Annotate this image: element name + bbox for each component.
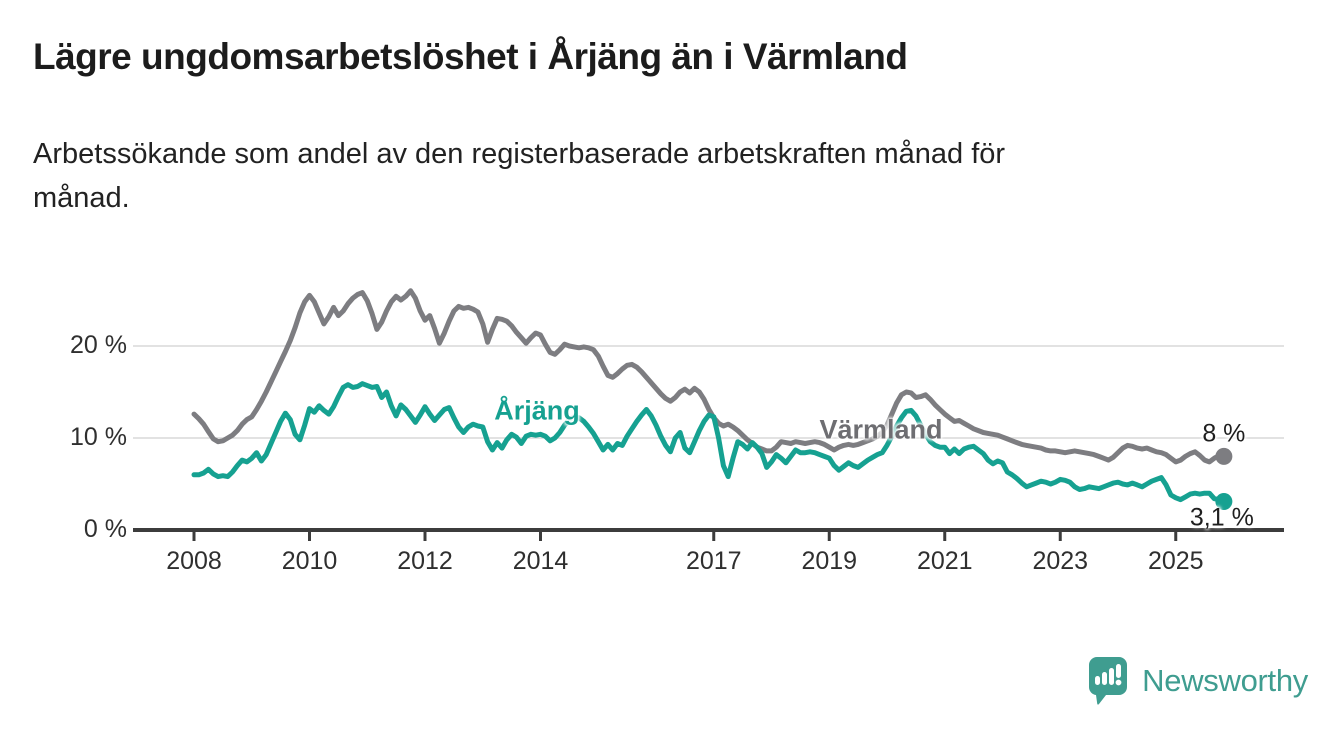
x-axis-label: 2014 <box>512 547 569 575</box>
newsworthy-logo-icon <box>1089 657 1128 705</box>
x-axis-label: 2023 <box>1032 547 1089 575</box>
x-axis-label: 2021 <box>916 547 973 575</box>
series-label-varmland: Värmland <box>819 414 943 445</box>
x-axis-label: 2019 <box>801 547 858 575</box>
series-end-dot <box>1215 447 1233 465</box>
series-label-arjang: Årjäng <box>494 395 580 426</box>
x-axis-label: 2010 <box>281 547 338 575</box>
chart-subtitle-line-1: Arbetssökande som andel av den registerb… <box>33 138 1006 170</box>
y-axis-label: 10 % <box>70 423 127 451</box>
y-axis-label: 20 % <box>70 331 127 359</box>
y-axis-label: 0 % <box>83 515 127 543</box>
end-value-label-arjang: 3,1 % <box>1189 503 1254 532</box>
series-line-arjang <box>191 381 1227 504</box>
chart-title: Lägre ungdomsarbetslöshet i Årjäng än i … <box>33 36 908 77</box>
end-value-label-varmland: 8 % <box>1202 419 1246 448</box>
newsworthy-logo: Newsworthy <box>1088 656 1308 706</box>
logo-bar-1 <box>1095 676 1101 685</box>
x-axis-label: 2025 <box>1147 547 1204 575</box>
x-axis-label: 2017 <box>685 547 742 575</box>
logo-bar-3 <box>1109 668 1115 685</box>
x-axis-label: 2008 <box>166 547 222 575</box>
x-axis-label: 2012 <box>397 547 453 575</box>
logo-bubble-shape <box>1089 657 1128 705</box>
logo-exclamation-dot <box>1115 679 1122 686</box>
series-end-dot <box>1215 492 1233 510</box>
series-line-varmland <box>191 288 1227 465</box>
logo-bar-2 <box>1102 672 1108 685</box>
logo-exclamation-bar <box>1116 664 1122 678</box>
chart-subtitle-line-2: månad. <box>33 182 130 214</box>
newsworthy-logo-text: Newsworthy <box>1142 663 1308 698</box>
chart-subtitle: Arbetssökande som andel av den registerb… <box>33 132 1293 220</box>
